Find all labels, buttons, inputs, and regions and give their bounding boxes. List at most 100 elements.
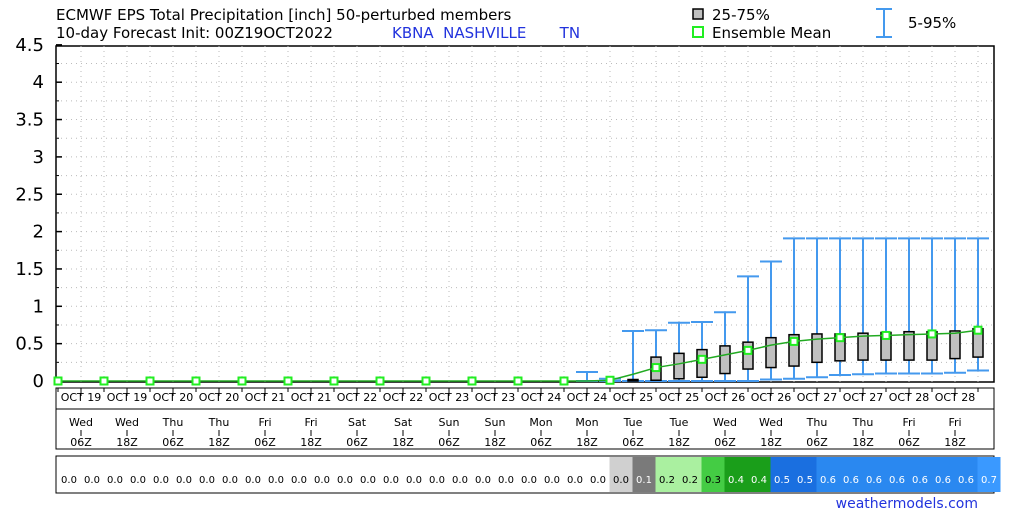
x-day-label: Wed — [713, 416, 737, 429]
mean-marker — [559, 376, 569, 386]
mean-cell-label: 0.0 — [521, 475, 537, 486]
y-tick-label: 1 — [33, 296, 44, 317]
credit-link[interactable]: weathermodels.com — [836, 496, 978, 512]
x-hour-label: 18Z — [300, 436, 322, 449]
mean-cell-label: 0.0 — [590, 475, 606, 486]
x-date-label: OCT 20 — [199, 391, 240, 404]
mean-marker — [651, 363, 661, 373]
y-axis: 0 0.5 1 1.5 2 2.5 3 3.5 4 4.5 — [15, 35, 62, 392]
mean-cell-label: 0.4 — [751, 475, 767, 486]
iqr-box — [765, 336, 777, 369]
x-date-label: OCT 23 — [429, 391, 470, 404]
station-label: KBNA NASHVILLE TN — [392, 24, 580, 42]
mean-cell-bg — [816, 457, 840, 492]
iqr-box — [949, 330, 961, 360]
mean-marker — [421, 376, 431, 386]
mean-cell-label: 0.6 — [935, 475, 951, 486]
mean-marker — [605, 375, 615, 385]
x-date-label: OCT 27 — [797, 391, 838, 404]
iqr-box — [788, 333, 800, 367]
x-day-label: Sat — [348, 416, 367, 429]
x-hour-label: 18Z — [760, 436, 782, 449]
legend-box-swatch — [692, 8, 704, 20]
x-day-label: Tue — [623, 416, 643, 429]
x-day-label: Thu — [852, 416, 874, 429]
x-day-label: Wed — [69, 416, 93, 429]
x-date-label: OCT 21 — [291, 391, 332, 404]
mean-table-cells: 0.0 0.0 0.0 0.0 0.0 0.0 0.0 0.0 0.0 0.0 0.0 0.0 0.0 0… — [61, 457, 1001, 492]
mean-cell-label: 0.5 — [797, 475, 813, 486]
mean-marker — [973, 325, 983, 335]
mean-cell-label: 0.6 — [820, 475, 836, 486]
y-tick-label: 0.5 — [15, 334, 44, 355]
mean-cell-bg — [655, 457, 679, 492]
x-day-label: Sat — [394, 416, 413, 429]
iqr-box — [811, 333, 823, 364]
x-day-label: Thu — [162, 416, 184, 429]
mean-cell-bg — [701, 457, 725, 492]
x-date-label: OCT 26 — [705, 391, 746, 404]
x-hour-label: 18Z — [116, 436, 138, 449]
mean-cell-label: 0.0 — [613, 475, 629, 486]
mean-cell-label: 0.5 — [774, 475, 790, 486]
mean-cell-label: 0.0 — [84, 475, 100, 486]
mean-cell-label: 0.0 — [567, 475, 583, 486]
x-date-label: OCT 21 — [245, 391, 286, 404]
mean-cell-label: 0.0 — [245, 475, 261, 486]
x-date-label: OCT 19 — [61, 391, 102, 404]
mean-cell-bg — [747, 457, 771, 492]
x-day-label: Fri — [304, 416, 317, 429]
mean-cell-label: 0.0 — [452, 475, 468, 486]
x-day-label: Fri — [258, 416, 271, 429]
legend-mean-swatch — [692, 26, 704, 38]
iqr-box — [857, 332, 869, 361]
x-date-label: OCT 26 — [751, 391, 792, 404]
mean-marker — [237, 376, 247, 386]
mean-cell-bg — [793, 457, 817, 492]
mean-marker — [927, 329, 937, 339]
y-tick-label: 4.5 — [15, 35, 44, 56]
mean-marker — [145, 376, 155, 386]
legend-mean-label: Ensemble Mean — [712, 24, 831, 42]
mean-marker — [743, 345, 753, 355]
mean-cell-label: 0.0 — [176, 475, 192, 486]
mean-cell-label: 0.1 — [636, 475, 652, 486]
mean-cell-label: 0.6 — [912, 475, 928, 486]
x-hour-label: 18Z — [852, 436, 874, 449]
mean-cell-label: 0.0 — [475, 475, 491, 486]
mean-cell-bg — [609, 457, 633, 492]
y-tick-label: 3.5 — [15, 110, 44, 131]
x-day-label: Mon — [575, 416, 598, 429]
y-tick-label: 4 — [33, 72, 44, 93]
mean-cell-label: 0.0 — [130, 475, 146, 486]
mean-cell-label: 0.2 — [682, 475, 698, 486]
mean-cell-bg — [977, 457, 1001, 492]
mean-marker — [697, 354, 707, 364]
x-hour-label: 06Z — [254, 436, 276, 449]
x-axis-panel — [55, 387, 995, 450]
x-day-label: Sun — [485, 416, 506, 429]
x-day-label: Sun — [439, 416, 460, 429]
x-day-label: Mon — [529, 416, 552, 429]
mean-marker — [789, 336, 799, 346]
x-hour-label: 06Z — [622, 436, 644, 449]
x-axis: OCT 19 OCT 19 OCT 20 OCT 20 OCT 21 OCT 21 OCT … — [56, 388, 994, 449]
mean-cell-label: 0.0 — [544, 475, 560, 486]
mean-cell-label: 0.0 — [498, 475, 514, 486]
mean-cell-label: 0.0 — [406, 475, 422, 486]
x-date-label: OCT 22 — [337, 391, 378, 404]
mean-cell-label: 0.0 — [360, 475, 376, 486]
x-hour-label: 06Z — [438, 436, 460, 449]
y-tick-label: 0 — [33, 371, 44, 392]
x-hour-label: 18Z — [668, 436, 690, 449]
mean-cell-label: 0.6 — [843, 475, 859, 486]
x-hour-label: 06Z — [898, 436, 920, 449]
mean-cell-label: 0.3 — [705, 475, 721, 486]
mean-cell-bg — [770, 457, 794, 492]
iqr-box — [719, 345, 731, 375]
mean-cell-label: 0.0 — [222, 475, 238, 486]
mean-cell-bg — [724, 457, 748, 492]
x-hour-label: 18Z — [576, 436, 598, 449]
mean-marker — [513, 376, 523, 386]
